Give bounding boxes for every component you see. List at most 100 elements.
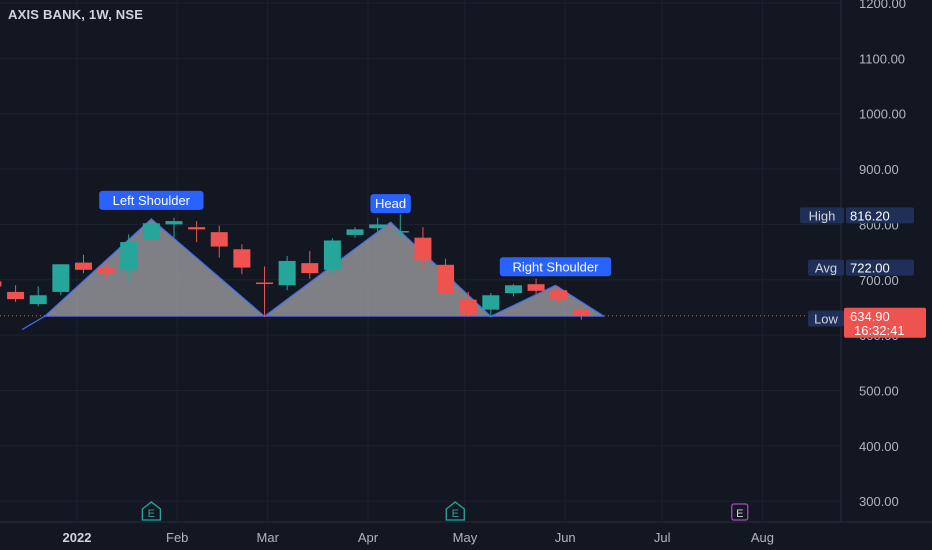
candle-up — [323, 238, 341, 275]
candle-body — [210, 232, 228, 247]
stat-label-box — [808, 259, 844, 276]
y-tick-label: 300.00 — [859, 494, 899, 509]
stat-value-box — [846, 259, 914, 276]
countdown-timer: 16:32:41 — [854, 323, 905, 338]
candle-down — [7, 285, 25, 302]
earnings-marker[interactable]: E — [141, 501, 162, 521]
candle-body — [572, 309, 590, 316]
candle-body — [391, 231, 409, 233]
candle-down — [527, 278, 545, 295]
candle-body — [0, 281, 2, 287]
candle-body — [29, 295, 47, 305]
candle-down — [210, 225, 228, 258]
stat-label: High — [809, 208, 836, 223]
candle-down — [256, 266, 274, 317]
candle-down — [233, 244, 251, 275]
candle-body — [52, 264, 70, 292]
earnings-marker-label: E — [736, 508, 743, 520]
pattern-label-box — [499, 257, 612, 277]
candle-body — [437, 264, 455, 294]
x-tick-label: Feb — [166, 530, 188, 545]
candle-body — [323, 240, 341, 270]
stat-badge-avg: Avg 722.00 — [808, 259, 914, 276]
y-tick-label: 400.00 — [859, 439, 899, 454]
candle-down — [437, 258, 455, 296]
candle-down — [74, 254, 92, 274]
candle-body — [97, 267, 115, 274]
stat-label-box — [808, 310, 844, 327]
pattern-label-text: Head — [375, 196, 406, 211]
candle-body — [278, 260, 296, 286]
candle-body — [165, 221, 183, 225]
stat-value: 722.00 — [850, 261, 890, 276]
candle-down — [97, 260, 115, 280]
y-tick-label: 1200.00 — [859, 0, 906, 11]
candle-body — [74, 262, 92, 270]
x-tick-label: Aug — [751, 530, 774, 545]
x-tick-label: Mar — [257, 530, 280, 545]
price-axis[interactable]: 300.00400.00500.00600.00700.00800.00900.… — [840, 0, 906, 522]
last-price-value: 634.90 — [850, 309, 890, 324]
x-tick-label: May — [453, 530, 478, 545]
candle-up — [142, 219, 160, 246]
stat-value: 816.20 — [850, 208, 890, 223]
candle-body — [527, 284, 545, 291]
candle-up — [278, 255, 296, 291]
stat-label: Low — [814, 311, 838, 326]
earnings-marker-label: E — [452, 508, 459, 520]
last-price-box — [844, 307, 926, 338]
candle-body — [504, 285, 522, 294]
candle-body — [369, 224, 387, 229]
pattern-label: Left Shoulder — [99, 190, 204, 210]
y-tick-label: 1000.00 — [859, 107, 906, 122]
candle-down — [188, 221, 206, 243]
candle-body — [120, 242, 138, 271]
candle-body — [256, 282, 274, 285]
earnings-marker[interactable]: E — [731, 503, 749, 521]
candle-body — [301, 263, 319, 274]
candle-up — [29, 286, 47, 307]
candle-down — [414, 227, 432, 271]
pattern-label-box — [370, 194, 411, 214]
earnings-icon — [731, 503, 749, 521]
candle-up — [52, 264, 70, 296]
x-tick-label: Jul — [654, 530, 671, 545]
x-tick-label: Apr — [358, 530, 379, 545]
candle-up — [346, 227, 364, 238]
earnings-icon — [141, 501, 162, 521]
chart-title: AXIS BANK, 1W, NSE — [8, 7, 144, 22]
y-tick-label: 700.00 — [859, 273, 899, 288]
candle-body — [7, 291, 25, 300]
candle-down — [301, 250, 319, 279]
candle-up — [504, 284, 522, 297]
pattern-label-box — [99, 190, 204, 210]
candle-down — [572, 305, 590, 320]
candle-down — [0, 281, 2, 287]
candle-up — [391, 214, 409, 238]
candles — [0, 214, 590, 320]
y-tick-label: 1100.00 — [859, 51, 905, 66]
candle-body — [142, 223, 160, 240]
candle-down — [459, 291, 477, 317]
stat-badge-high: High 816.20 — [800, 207, 914, 224]
earnings-marker-label: E — [148, 508, 155, 520]
candle-body — [188, 227, 206, 230]
stat-badges: High816.20Avg722.00Low630.05634.9016:32:… — [800, 207, 926, 338]
pattern-label: Right Shoulder — [499, 257, 612, 277]
candle-body — [482, 295, 500, 310]
earnings-marker[interactable]: E — [445, 501, 465, 521]
x-tick-label: Jun — [555, 530, 576, 545]
candle-up — [482, 293, 500, 318]
y-tick-label: 500.00 — [859, 383, 899, 398]
y-tick-label: 900.00 — [859, 162, 899, 177]
pattern-label-text: Left Shoulder — [113, 193, 191, 208]
time-axis[interactable]: 2022 Feb Mar Apr May Jun Jul Aug — [0, 521, 932, 545]
stat-label-box — [800, 207, 844, 224]
stat-label: Avg — [815, 261, 837, 276]
stat-value-box — [846, 207, 914, 224]
pattern-label-text: Right Shoulder — [512, 259, 599, 274]
candle-up — [369, 217, 387, 233]
